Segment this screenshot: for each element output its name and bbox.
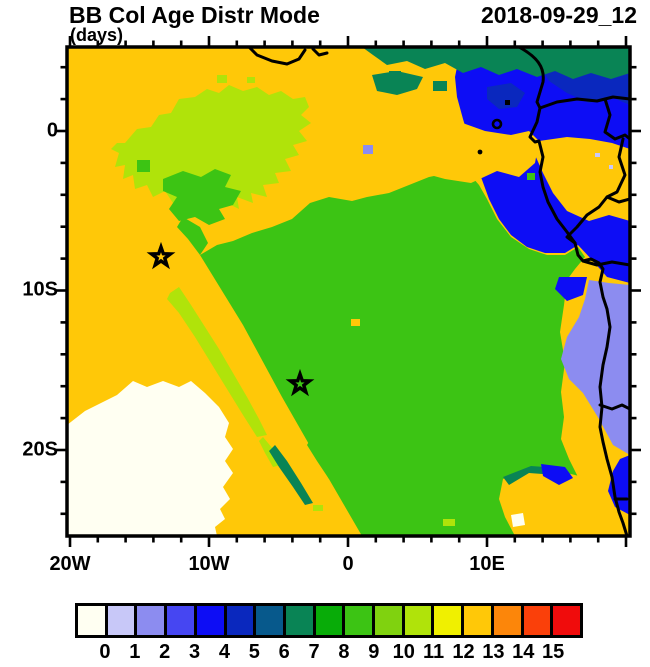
island-dot — [477, 149, 483, 155]
region-green-splotch — [163, 169, 241, 225]
region-green-main — [200, 171, 605, 536]
colorbar-label: 1 — [129, 641, 141, 663]
region-speck — [363, 145, 373, 154]
region-darkgreen-sliver — [269, 445, 313, 505]
colorbar-cell-c6 — [253, 606, 283, 635]
region-speck — [313, 505, 323, 511]
colorbar-cell-c5 — [223, 606, 254, 635]
colorbar — [75, 603, 583, 638]
region-speck — [217, 75, 227, 83]
colorbar-label: 14 — [512, 641, 535, 663]
map-regions — [67, 47, 630, 536]
colorbar-cell-c14 — [490, 606, 521, 635]
coastline-gulf-dip — [248, 47, 307, 66]
region-blue-blob — [541, 464, 573, 485]
colorbar-cell-c9 — [342, 606, 373, 635]
colorbar-label: 9 — [368, 641, 380, 663]
colorbar-cell-c8 — [312, 606, 343, 635]
colorbar-label: 8 — [338, 641, 350, 663]
region-lightgreen-stripe — [167, 287, 267, 437]
region-speck — [595, 153, 600, 157]
region-seagreen-band — [362, 47, 630, 79]
region-speck — [389, 71, 401, 80]
colorbar-cell-c11 — [401, 606, 432, 635]
colorbar-cell-c4 — [193, 606, 224, 635]
region-green-sliver — [307, 435, 335, 479]
x-axis-label: 10E — [469, 553, 505, 575]
island-ring — [491, 118, 503, 130]
border-line — [581, 259, 630, 267]
colorbar-label: 7 — [308, 641, 320, 663]
region-speck — [527, 173, 535, 180]
island-dot — [505, 100, 510, 105]
colorbar-label: 10 — [392, 641, 415, 663]
colorbar-label: 6 — [278, 641, 290, 663]
border-line — [605, 195, 630, 204]
colorbar-cell-c15 — [520, 606, 551, 635]
region-speck — [351, 319, 360, 326]
colorbar-label: 4 — [218, 641, 230, 663]
colorbar-label: 3 — [188, 641, 201, 663]
coastline-gulf-dip — [311, 47, 329, 57]
region-white-speck — [511, 513, 525, 527]
border-line — [538, 95, 630, 110]
x-axis-label: 20W — [49, 553, 91, 575]
colorbar-cell-c3 — [164, 606, 194, 635]
colorbar-label: 15 — [541, 641, 565, 663]
region-speck — [609, 165, 613, 169]
coastline-borders — [248, 47, 630, 536]
y-axis-label: 10S — [22, 278, 58, 301]
region-speck — [443, 519, 455, 526]
colorbar-cell-c1 — [104, 606, 135, 635]
colorbar-label: 2 — [159, 641, 171, 663]
colorbar-cell-c0 — [78, 606, 105, 635]
region-speck — [247, 77, 255, 83]
region-blue-patch — [555, 277, 587, 301]
region-darkblue-patch — [487, 83, 525, 109]
colorbar-cell-c2 — [134, 606, 165, 635]
border-line — [603, 97, 630, 141]
region-lightgreen-patch — [111, 85, 311, 211]
colorbar-label: 13 — [482, 641, 505, 663]
timestamp-label: 2018-09-29_12 — [480, 2, 637, 28]
colorbar-cell-c12 — [431, 606, 462, 635]
colorbar-cell-c13 — [461, 606, 491, 635]
y-axis-label: 0 — [46, 119, 58, 142]
region-speck — [433, 81, 447, 91]
colorbar-label: 12 — [452, 641, 475, 663]
colorbar-label: 0 — [99, 641, 111, 663]
colorbar-cell-c7 — [282, 606, 313, 635]
region-speck — [137, 160, 150, 172]
region-white-blob — [67, 381, 233, 536]
colorbar-label: 5 — [248, 641, 260, 663]
region-periwinkle-strip — [561, 280, 630, 455]
colorbar-cell-c16 — [550, 606, 580, 635]
units-label: (days) — [70, 25, 124, 45]
region-green-splotch — [177, 217, 208, 255]
coastline-main — [517, 47, 629, 536]
x-axis-label: 10W — [188, 553, 230, 575]
y-axis-label: 20S — [22, 438, 58, 461]
colorbar-label: 11 — [423, 641, 445, 663]
x-axis-label: 0 — [342, 553, 354, 575]
colorbar-cell-c10 — [372, 606, 402, 635]
border-line — [565, 137, 627, 245]
border-line — [598, 403, 630, 411]
region-seagreen-fringe — [372, 71, 423, 95]
plot-border — [65, 45, 632, 538]
page-title: BB Col Age Distr Mode — [69, 2, 320, 28]
region-bottom-gold — [499, 469, 612, 536]
